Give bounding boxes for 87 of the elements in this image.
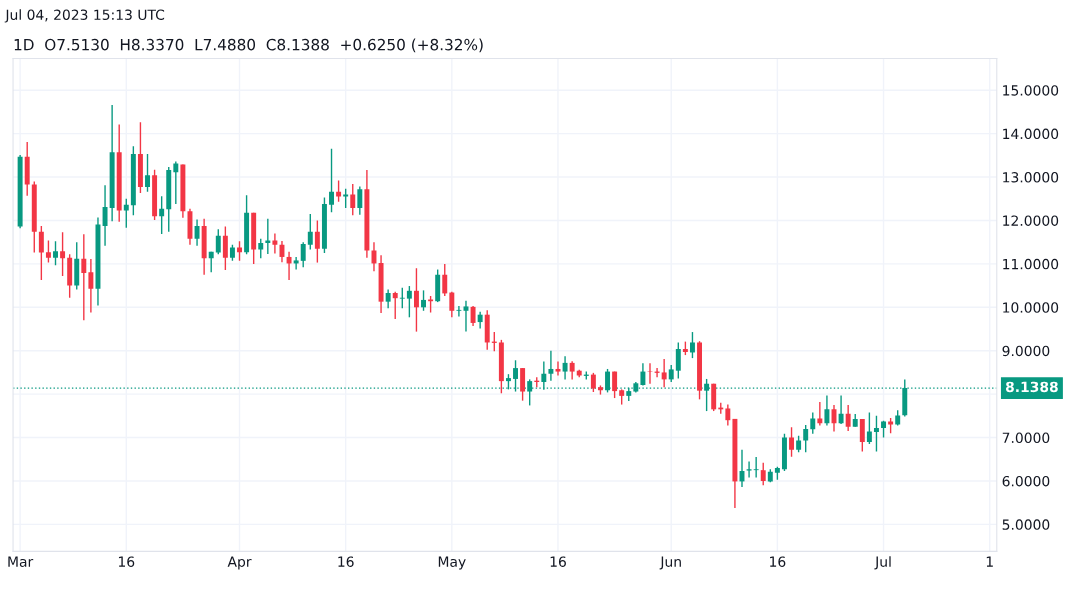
candlestick <box>675 341 681 380</box>
candlestick <box>760 462 766 487</box>
x-tick-label: 16 <box>118 556 135 567</box>
x-tick-label: Apr <box>227 556 252 570</box>
candlestick <box>307 213 313 251</box>
candlestick <box>640 362 646 387</box>
x-tick-label: 16 <box>550 556 566 567</box>
candlestick <box>173 160 179 205</box>
candlestick <box>194 218 200 247</box>
candlestick <box>555 360 561 377</box>
y-tick-label: 6.0000 <box>1002 475 1050 487</box>
candlestick <box>272 232 278 255</box>
x-tick-label: 1 <box>986 556 993 567</box>
candlestick <box>406 285 412 318</box>
candlestick <box>300 241 306 269</box>
y-tick-label: 15.0000 <box>1003 85 1059 96</box>
x-tick-label: Jul <box>874 556 891 570</box>
candlestick <box>838 394 844 425</box>
candlestick <box>449 290 455 318</box>
candlestick <box>265 218 271 255</box>
y-tick-label: 11.0000 <box>1003 258 1059 270</box>
candlestick <box>392 290 398 320</box>
candlestick <box>385 288 391 309</box>
candlestick <box>803 424 809 454</box>
candlestick <box>215 228 221 256</box>
candlestick <box>357 185 363 216</box>
y-tick-label: 12.0000 <box>1003 215 1059 226</box>
candlestick <box>314 219 320 264</box>
candlestick <box>413 267 419 333</box>
candlestick <box>590 372 596 393</box>
candlestick <box>873 415 879 453</box>
candlestick <box>442 263 448 297</box>
candlestick <box>399 287 405 309</box>
y-tick-label: 14.0000 <box>1003 128 1059 140</box>
candlestick <box>286 251 292 281</box>
candlestick <box>343 188 349 209</box>
candlestick <box>789 426 795 458</box>
candlestick <box>329 148 334 213</box>
candlestick <box>612 370 618 399</box>
text: Jul 04, 2023 15:13 UTC <box>4 9 165 23</box>
y-tick-label: 5.0000 <box>1002 519 1050 530</box>
candlestick <box>293 256 299 271</box>
candlestick <box>88 258 94 314</box>
x-tick-label: May <box>438 556 466 570</box>
candlestick <box>102 184 108 247</box>
candlestick <box>53 240 58 266</box>
candlestick <box>746 460 752 479</box>
candlestick <box>159 195 165 235</box>
y-tick-label: 13.0000 <box>1003 172 1059 183</box>
candlestick <box>541 360 547 391</box>
candlestick <box>810 411 816 435</box>
candlestick <box>463 300 469 333</box>
x-tick-label: Mar <box>8 556 34 567</box>
candlestick <box>661 358 667 388</box>
candlestick <box>725 403 731 427</box>
candlestick <box>38 225 44 281</box>
candlestick <box>456 305 462 318</box>
chart-title: 1D O7.5130 H8.3370 L7.4880 C8.1388 +0.6250 (+8.32%) <box>14 38 483 53</box>
candlestick <box>470 305 476 327</box>
candlestick <box>60 231 66 277</box>
candlestick <box>824 394 830 427</box>
candlestick <box>237 240 242 262</box>
candlestick <box>753 456 759 479</box>
candlestick <box>145 153 150 193</box>
y-tick-label: 7.0000 <box>1002 432 1050 444</box>
candlestick <box>520 367 526 402</box>
candlestick <box>81 233 87 322</box>
candlestick <box>562 355 568 381</box>
y-tick-label: 9.0000 <box>1002 345 1050 357</box>
x-tick-label: 16 <box>770 556 786 567</box>
candlestick <box>222 225 228 271</box>
x-tick-label: Jun <box>659 556 681 570</box>
candlestick <box>45 239 51 264</box>
candlestick <box>845 404 851 432</box>
candlestick <box>569 360 575 381</box>
candlestick <box>866 411 872 445</box>
candlestick <box>548 350 554 382</box>
x-tick-label: 16 <box>338 556 354 567</box>
candlestick <box>350 183 356 216</box>
ref-line-label: 8.1388 <box>1005 381 1058 393</box>
y-tick-label: 10.0000 <box>1003 302 1059 313</box>
candlestick <box>421 289 426 312</box>
candlestick <box>859 418 865 453</box>
candlestick <box>258 238 264 259</box>
candlestick <box>689 331 695 359</box>
candlestick <box>817 401 823 427</box>
candlestick <box>336 179 342 203</box>
